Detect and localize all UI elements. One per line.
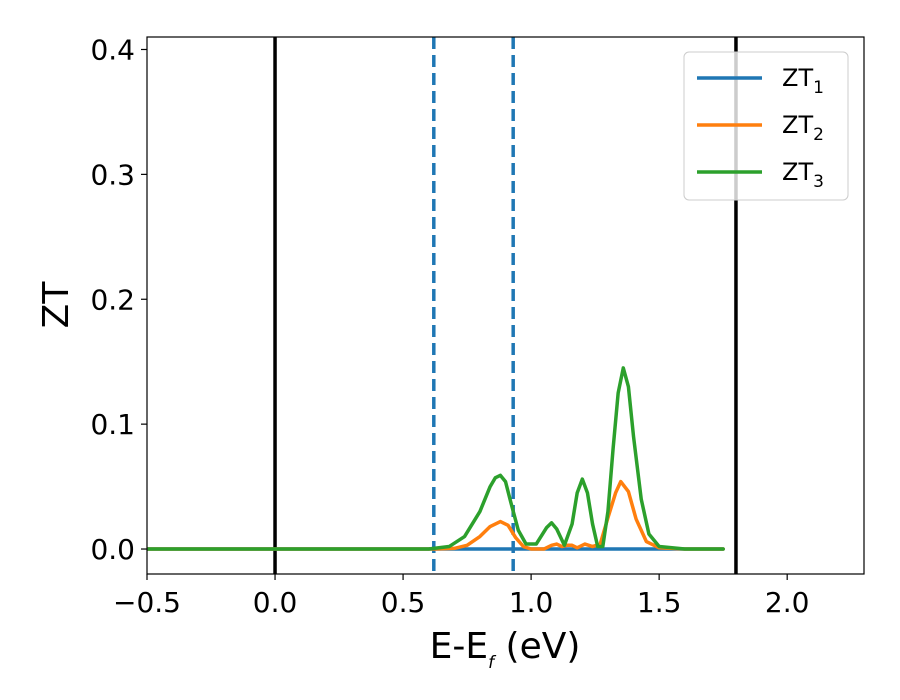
- x-tick-label: 0.0: [253, 586, 298, 619]
- legend-label-zt3: ZT3: [782, 158, 824, 192]
- plot-frame: [146, 36, 865, 575]
- legend: ZT1 ZT2 ZT3: [683, 51, 849, 201]
- x-tick-label: 2.0: [765, 586, 810, 619]
- legend-box: [683, 51, 849, 201]
- x-tick-label: 0.5: [381, 586, 426, 619]
- series-lines: [147, 366, 725, 551]
- legend-label-zt2: ZT2: [782, 111, 824, 145]
- x-axis-label: E-Ef (eV): [430, 626, 581, 673]
- x-tick-label: 1.0: [509, 586, 554, 619]
- y-tick-label: 0.2: [90, 283, 135, 316]
- y-axis-ticks: 0.0 0.1 0.2 0.3 0.4: [90, 33, 147, 566]
- x-tick-label: 1.5: [637, 586, 682, 619]
- y-tick-label: 0.3: [90, 158, 135, 191]
- series-line-zt3: [147, 366, 725, 551]
- y-tick-label: 0.0: [90, 533, 135, 566]
- legend-label-zt1: ZT1: [782, 64, 824, 98]
- y-tick-label: 0.4: [90, 33, 135, 66]
- vertical-reference-lines: [273, 37, 738, 574]
- x-axis-ticks: −0.5 0.0 0.5 1.0 1.5 2.0: [113, 574, 809, 619]
- x-tick-label: −0.5: [113, 586, 181, 619]
- y-tick-label: 0.1: [90, 408, 135, 441]
- y-axis-label: ZT: [36, 281, 77, 329]
